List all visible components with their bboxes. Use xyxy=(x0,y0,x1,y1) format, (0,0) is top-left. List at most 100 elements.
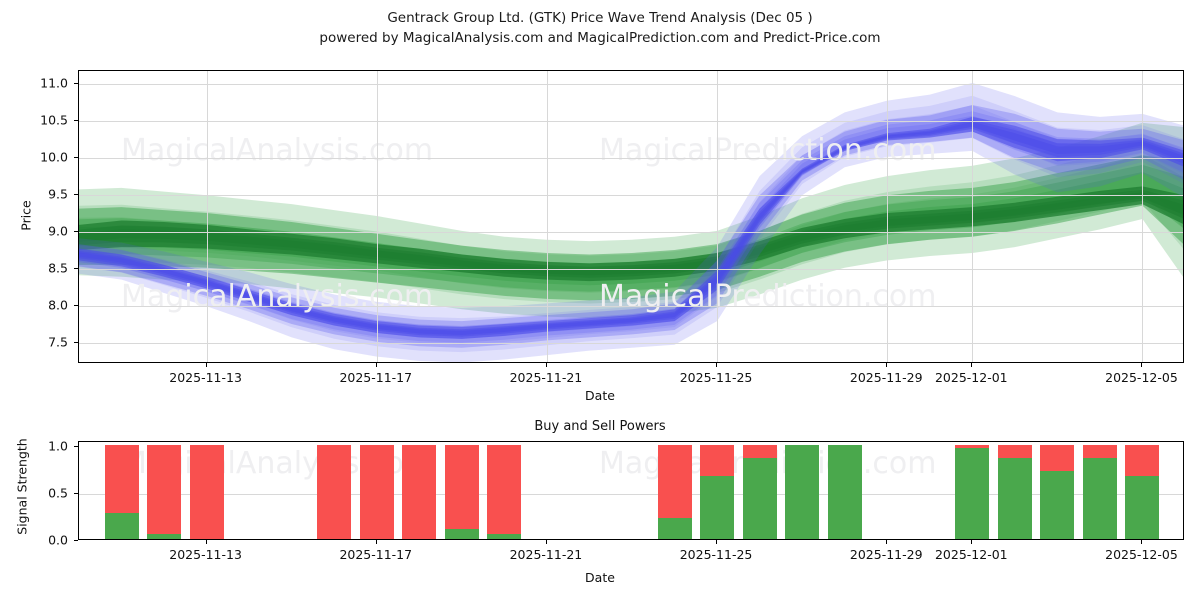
power-bar xyxy=(444,444,479,539)
sell-power-segment xyxy=(955,444,990,448)
price-chart-panel: Price MagicalAnalysis.com MagicalPredict… xyxy=(19,70,1184,403)
power-x-tick-mark xyxy=(886,540,888,544)
power-bar xyxy=(657,444,692,539)
price-x-tick-mark xyxy=(205,363,207,367)
price-y-tick-mark xyxy=(74,305,78,307)
price-x-tick: 2025-11-13 xyxy=(169,370,242,385)
price-y-tick: 11.0 xyxy=(40,75,68,91)
power-bar xyxy=(359,444,394,539)
price-y-tick: 10.0 xyxy=(40,149,68,165)
power-x-tick: 2025-11-25 xyxy=(679,547,753,562)
power-bar xyxy=(742,444,777,539)
power-x-tick-mark xyxy=(545,540,547,544)
power-x-tick: 2025-11-17 xyxy=(339,547,413,562)
price-gridline xyxy=(79,84,1183,86)
price-gridline xyxy=(79,306,1183,308)
chart-title-block: Gentrack Group Ltd. (GTK) Price Wave Tre… xyxy=(0,8,1200,48)
buy-power-segment xyxy=(147,534,182,539)
power-x-axis-label: Date xyxy=(585,570,615,585)
power-y-tick: 1.0 xyxy=(48,438,68,454)
power-x-tick-mark xyxy=(971,540,973,544)
buy-power-segment xyxy=(785,444,820,539)
price-y-tick: 8.5 xyxy=(48,260,68,276)
power-y-tick-mark xyxy=(74,445,78,447)
price-gridline xyxy=(79,232,1183,234)
buy-power-segment xyxy=(1125,475,1160,539)
price-vgridline xyxy=(546,71,548,362)
power-chart-title: Buy and Sell Powers xyxy=(534,419,666,434)
price-gridline xyxy=(79,269,1183,271)
buy-power-segment xyxy=(487,534,522,539)
power-y-tick: 0.0 xyxy=(48,532,68,548)
power-plot-area: MagicalAnalysis.com MagicalPrediction.co… xyxy=(78,441,1184,540)
power-bar xyxy=(104,444,139,539)
band-inner-green-outer-band xyxy=(79,141,1183,304)
sell-power-segment xyxy=(700,444,735,476)
power-bar xyxy=(827,444,862,539)
price-y-tick-mark xyxy=(74,120,78,122)
power-y-tick-mark xyxy=(74,492,78,494)
price-gridline xyxy=(79,158,1183,160)
price-y-tick: 7.5 xyxy=(48,334,68,350)
price-x-tick: 2025-11-29 xyxy=(849,370,923,385)
price-y-tick: 8.0 xyxy=(48,297,68,313)
price-x-tick-mark xyxy=(375,363,377,367)
sell-power-segment xyxy=(1125,444,1160,476)
price-x-tick-mark xyxy=(971,363,973,367)
sell-power-segment xyxy=(657,444,692,519)
band-green-core-band xyxy=(79,186,1183,282)
price-x-tick: 2025-12-05 xyxy=(1105,370,1178,385)
price-x-tick-mark xyxy=(1141,363,1143,367)
price-y-tick: 10.5 xyxy=(40,112,68,128)
power-bar xyxy=(402,444,437,539)
price-gridline xyxy=(79,195,1183,197)
price-gridline xyxy=(79,121,1183,123)
power-bar xyxy=(700,444,735,539)
price-wave-bands xyxy=(79,82,1183,362)
price-x-tick-mark xyxy=(886,363,888,367)
power-x-tick-mark xyxy=(205,540,207,544)
buy-power-segment xyxy=(827,444,862,539)
power-bar xyxy=(997,444,1032,539)
power-x-tick-mark xyxy=(716,540,718,544)
sell-power-segment xyxy=(1082,444,1117,458)
power-x-tick: 2025-11-21 xyxy=(509,547,583,562)
band-blue-outer-band xyxy=(79,82,1183,362)
sell-power-segment xyxy=(1040,444,1075,472)
price-x-tick: 2025-11-25 xyxy=(679,370,753,385)
power-bar xyxy=(1125,444,1160,539)
price-x-tick-mark xyxy=(545,363,547,367)
price-y-tick-mark xyxy=(74,83,78,85)
price-vgridline xyxy=(972,71,974,362)
price-vgridline xyxy=(206,71,208,362)
price-y-tick-mark xyxy=(74,342,78,344)
power-y-tick-mark xyxy=(74,540,78,541)
sell-power-segment xyxy=(742,444,777,458)
power-chart-panel: Buy and Sell Powers Signal Strength Magi… xyxy=(0,415,1200,600)
price-vgridline xyxy=(1142,71,1144,362)
price-x-tick: 2025-11-21 xyxy=(509,370,583,385)
buy-power-segment xyxy=(1040,471,1075,539)
power-bar xyxy=(317,444,352,539)
power-x-tick-mark xyxy=(375,540,377,544)
price-plot-area: MagicalAnalysis.com MagicalPrediction.co… xyxy=(78,70,1184,363)
power-y-tick: 0.5 xyxy=(48,485,68,501)
sell-power-segment xyxy=(189,444,224,539)
price-vgridline xyxy=(376,71,378,362)
page-title: Gentrack Group Ltd. (GTK) Price Wave Tre… xyxy=(387,10,813,26)
power-bar xyxy=(147,444,182,539)
buy-power-segment xyxy=(104,512,139,539)
power-x-tick: 2025-11-13 xyxy=(169,547,242,562)
sell-power-segment xyxy=(104,444,139,513)
price-y-tick-mark xyxy=(74,194,78,196)
power-bar-group xyxy=(79,442,1183,539)
sell-power-segment xyxy=(444,444,479,529)
buy-power-segment xyxy=(955,447,990,539)
power-x-tick: 2025-12-01 xyxy=(934,547,1008,562)
price-x-tick: 2025-12-01 xyxy=(934,370,1008,385)
price-y-tick: 9.0 xyxy=(48,223,68,239)
power-bar xyxy=(785,444,820,539)
price-x-tick-mark xyxy=(716,363,718,367)
power-bar xyxy=(487,444,522,539)
